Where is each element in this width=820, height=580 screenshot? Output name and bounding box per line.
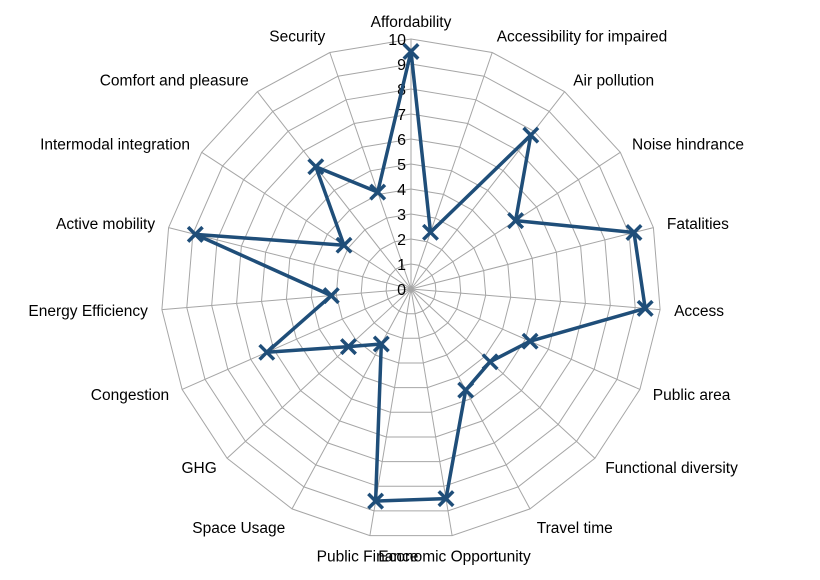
grid-ring [285, 163, 537, 413]
data-point [522, 126, 540, 144]
category-label: Accessibility for impaired [497, 28, 668, 45]
grid-spoke [410, 91, 565, 290]
data-point [402, 43, 420, 60]
x-icon [481, 353, 499, 371]
grid-spoke [410, 288, 531, 510]
data-point [258, 343, 276, 361]
grid-spoke [226, 288, 412, 459]
grid-ring [186, 63, 636, 512]
data-point [369, 183, 387, 201]
grid-spoke [410, 52, 493, 290]
data-point [481, 353, 499, 371]
radar-grid [161, 38, 661, 537]
grid-spoke [410, 288, 661, 311]
data-point [437, 490, 455, 508]
x-icon [335, 236, 353, 254]
grid-spoke [257, 91, 412, 290]
tick-label: 1 [397, 257, 406, 274]
grid-spoke [161, 288, 412, 311]
category-label: Economic Opportunity [378, 548, 531, 565]
category-label: Energy Efficiency [28, 303, 148, 320]
tick-label: 5 [397, 157, 406, 174]
category-label: Public area [653, 387, 731, 404]
category-label: Space Usage [192, 520, 285, 537]
data-point [335, 236, 353, 254]
x-icon [422, 223, 439, 241]
data-point [636, 299, 654, 317]
x-icon [625, 224, 643, 241]
tick-label: 10 [388, 32, 406, 49]
grid-spoke [410, 288, 596, 459]
tick-label: 3 [397, 207, 406, 224]
category-label: Noise hindrance [632, 137, 744, 154]
x-icon [437, 490, 455, 508]
category-label: Access [674, 303, 724, 320]
grid-ring [310, 188, 512, 389]
category-label: Functional diversity [605, 460, 738, 477]
x-icon [367, 492, 385, 510]
grid-spoke [291, 288, 412, 510]
x-icon [521, 332, 539, 350]
grid-spoke [410, 288, 641, 390]
data-point [372, 335, 390, 353]
tick-label: 0 [397, 282, 406, 299]
data-point [186, 225, 204, 243]
data-point [322, 287, 340, 305]
data-point [625, 224, 643, 241]
x-icon [402, 43, 420, 60]
tick-label: 2 [397, 232, 406, 249]
grid-spoke [181, 288, 412, 390]
category-label: Public Finance [317, 548, 419, 565]
grid-spoke [329, 52, 412, 290]
grid-ring [236, 113, 586, 463]
tick-label: 6 [397, 132, 406, 149]
data-point [340, 338, 357, 356]
category-labels: Affordability Accessibility for impaired A… [28, 14, 744, 565]
data-point [422, 223, 439, 241]
grid-ring [260, 138, 562, 438]
data-point [507, 212, 525, 230]
tick-label: 9 [397, 57, 406, 74]
x-icon [307, 158, 325, 176]
category-label: Fatalities [667, 216, 729, 233]
grid-ring [211, 88, 611, 487]
x-icon [340, 338, 357, 356]
category-label: GHG [181, 460, 216, 477]
category-label: Travel time [537, 520, 613, 537]
grid-ring [385, 263, 437, 315]
grid-spoke [168, 227, 412, 290]
category-label: Congestion [91, 387, 169, 404]
tick-label: 7 [397, 107, 406, 124]
data-point [521, 332, 539, 350]
grid-ring [360, 238, 462, 339]
category-label: Comfort and pleasure [100, 73, 249, 90]
data-point [457, 381, 475, 399]
grid-ring [161, 38, 661, 537]
x-icon [322, 287, 340, 305]
grid-spoke [410, 227, 654, 290]
grid-spoke [201, 151, 412, 290]
grid-ring [335, 213, 487, 364]
category-label: Air pollution [573, 73, 654, 90]
category-label: Security [269, 28, 325, 45]
category-label: Affordability [371, 14, 452, 31]
x-icon [372, 335, 390, 353]
x-icon [636, 299, 654, 317]
series-line [193, 49, 647, 503]
x-icon [522, 126, 540, 144]
category-label: Active mobility [56, 216, 155, 233]
data-point [367, 492, 385, 510]
tick-label: 4 [397, 182, 406, 199]
x-icon [258, 343, 276, 361]
x-icon [186, 225, 204, 243]
x-icon [369, 183, 387, 201]
x-icon [457, 381, 475, 399]
data-series [186, 43, 654, 510]
data-point [307, 158, 325, 176]
x-icon [507, 212, 525, 230]
category-label: Intermodal integration [40, 137, 190, 154]
